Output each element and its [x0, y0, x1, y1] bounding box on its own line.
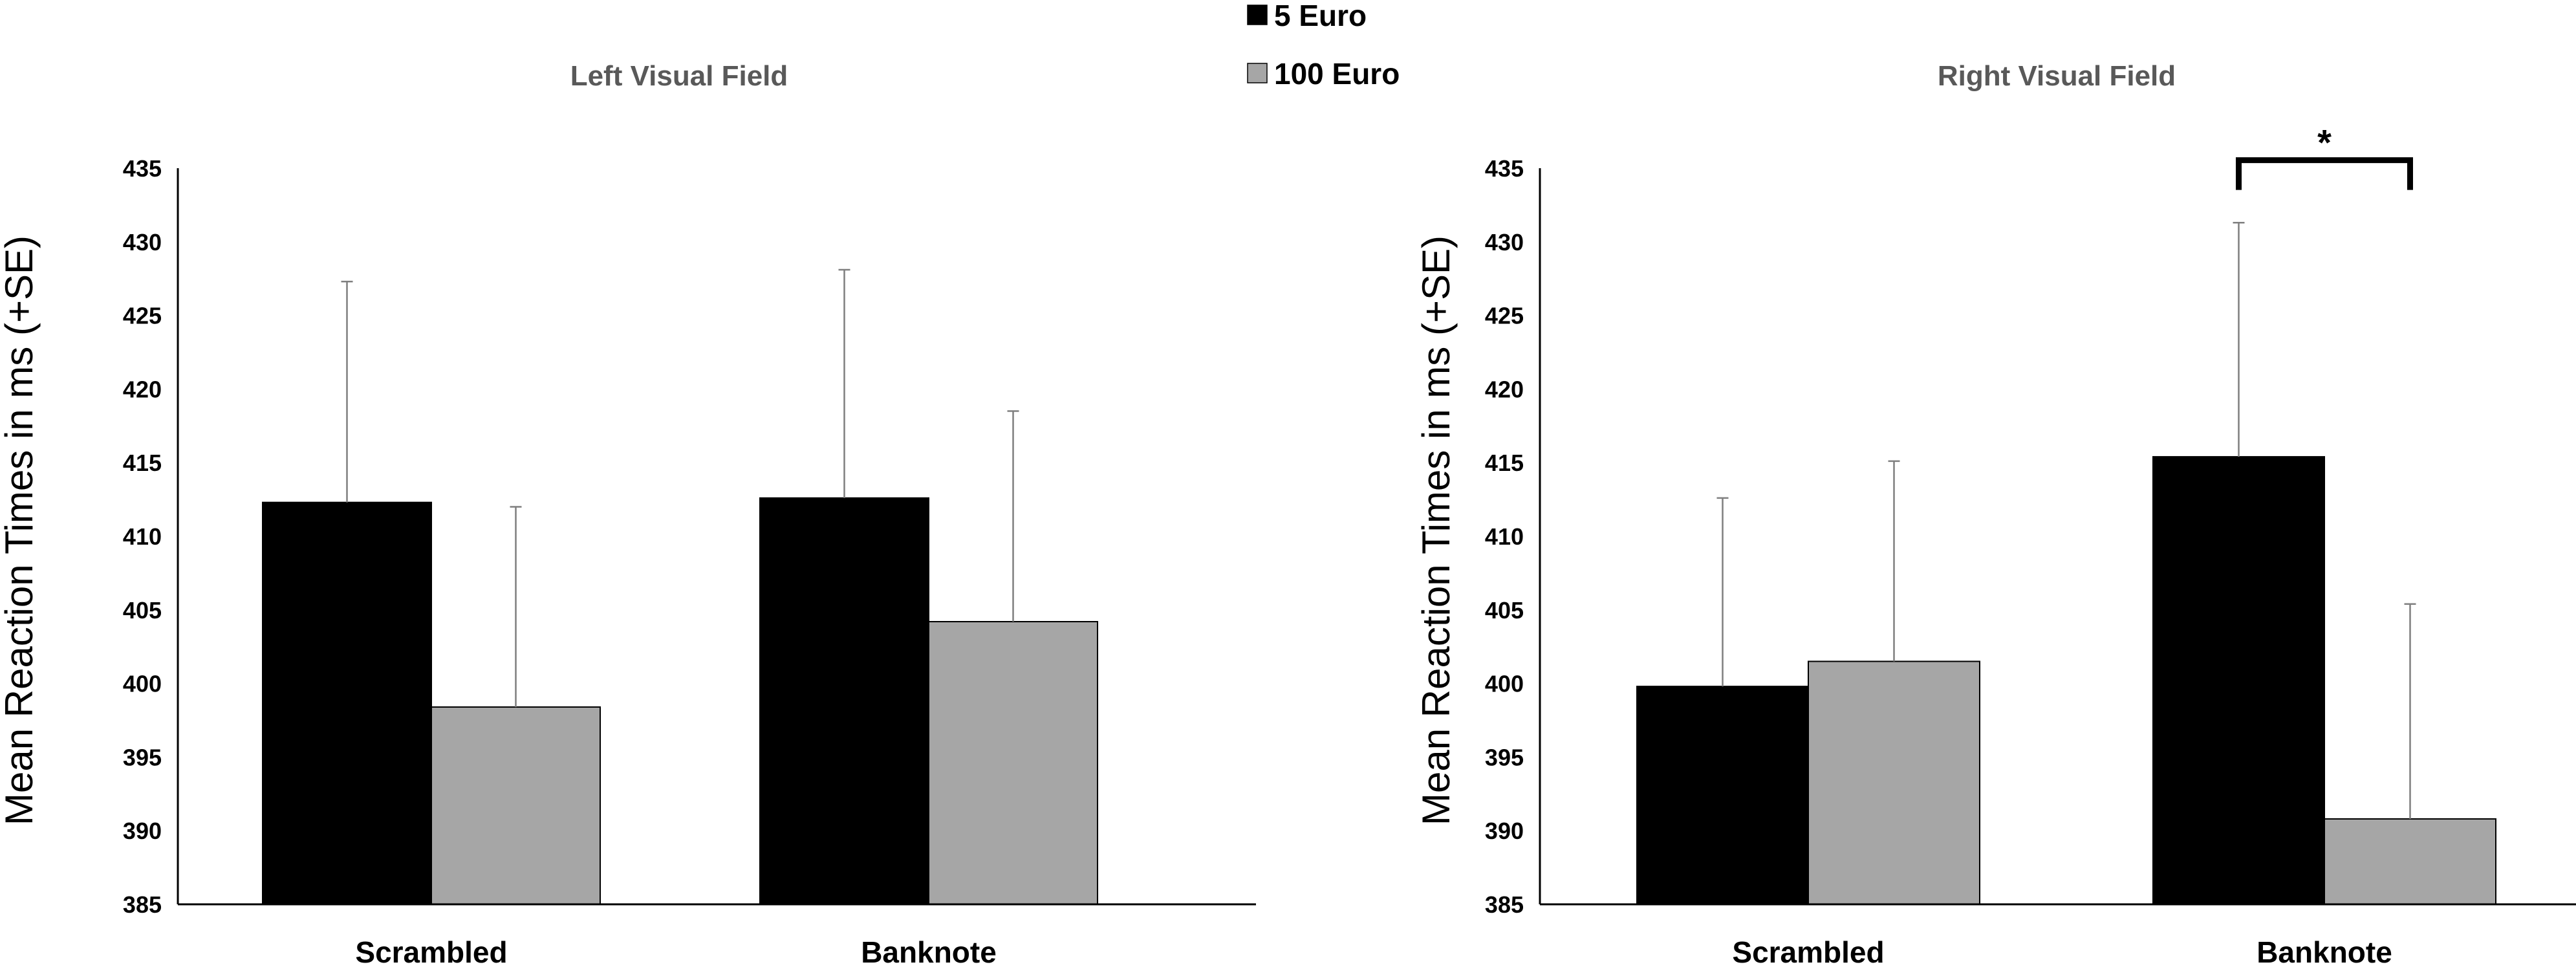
significance-marker: *	[2317, 122, 2332, 163]
y-tick-label: 420	[123, 376, 162, 402]
y-tick-label: 390	[123, 818, 162, 844]
chart-left-visual-field: Left Visual Field Mean Reaction Times in …	[0, 60, 1256, 969]
bar	[2152, 456, 2325, 905]
y-axis-label: Mean Reaction Times in ms (+SE)	[0, 235, 41, 825]
chart-right-visual-field: Right Visual Field Mean Reaction Times in…	[1414, 60, 2576, 969]
legend-swatch-0	[1247, 5, 1268, 25]
y-tick-label: 400	[1485, 671, 1524, 697]
legend-label-0: 5 Euro	[1274, 0, 1367, 32]
x-tick-label: Scrambled	[1732, 935, 1884, 969]
y-tick-label: 410	[1485, 523, 1524, 550]
y-tick-label: 395	[123, 744, 162, 770]
y-tick-label: 415	[1485, 450, 1524, 476]
y-tick-label: 385	[1485, 891, 1524, 918]
bar	[1636, 686, 1809, 905]
bar	[928, 621, 1098, 905]
y-tick-label: 410	[123, 523, 162, 550]
bar	[431, 706, 601, 905]
y-tick-label: 430	[123, 229, 162, 256]
chart-title: Left Visual Field	[570, 60, 788, 92]
y-tick-label: 420	[1485, 376, 1524, 402]
bar	[759, 497, 929, 905]
legend-label-1: 100 Euro	[1274, 57, 1400, 91]
bar	[1808, 660, 1980, 906]
y-tick-label: 435	[123, 155, 162, 182]
bar	[2324, 818, 2496, 905]
x-tick-label: Banknote	[861, 935, 997, 969]
legend: 5 Euro 100 Euro	[1247, 0, 1400, 91]
y-tick-label: 425	[123, 303, 162, 329]
significance-bracket	[2236, 157, 2413, 190]
legend-swatch-1	[1247, 63, 1268, 83]
y-tick-label: 415	[123, 450, 162, 476]
x-tick-label: Banknote	[2257, 935, 2392, 969]
y-tick-label: 425	[1485, 303, 1524, 329]
x-tick-label: Scrambled	[355, 935, 507, 969]
chart-title: Right Visual Field	[1938, 60, 2176, 92]
y-tick-label: 400	[123, 671, 162, 697]
y-tick-label: 390	[1485, 818, 1524, 844]
y-tick-label: 430	[1485, 229, 1524, 256]
y-tick-label: 405	[123, 597, 162, 624]
y-axis-label: Mean Reaction Times in ms (+SE)	[1414, 235, 1458, 825]
y-tick-label: 435	[1485, 155, 1524, 182]
y-tick-label: 395	[1485, 744, 1524, 770]
y-tick-label: 385	[123, 891, 162, 918]
bar	[262, 501, 432, 905]
y-tick-label: 405	[1485, 597, 1524, 624]
